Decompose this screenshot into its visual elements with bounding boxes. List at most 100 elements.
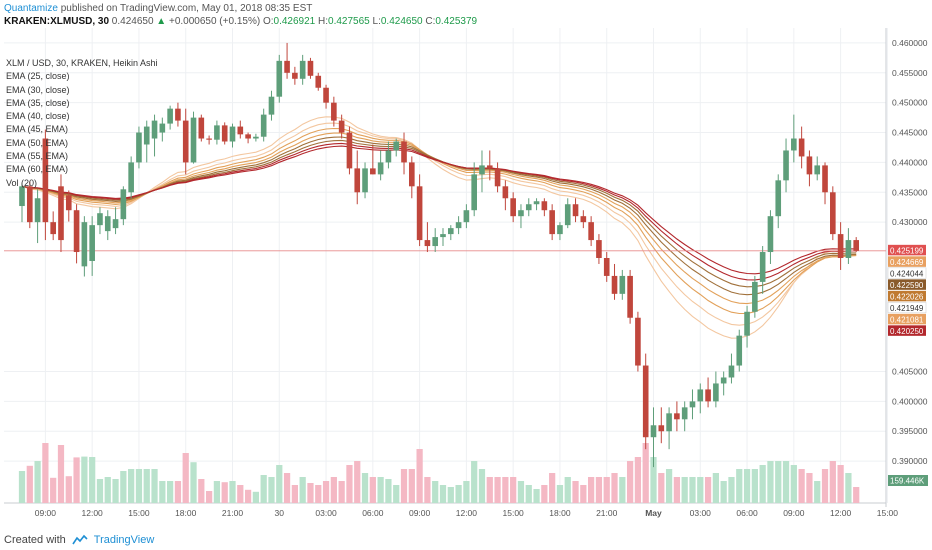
candle-body[interactable] bbox=[596, 240, 602, 258]
candle-body[interactable] bbox=[237, 126, 244, 135]
candle-body[interactable] bbox=[253, 136, 259, 139]
candle-body[interactable] bbox=[837, 234, 844, 258]
candle-body[interactable] bbox=[354, 168, 361, 193]
candle-body[interactable] bbox=[81, 222, 88, 267]
candle-body[interactable] bbox=[822, 165, 828, 193]
candle-body[interactable] bbox=[635, 317, 641, 366]
candle-body[interactable] bbox=[128, 162, 134, 193]
candle-body[interactable] bbox=[728, 365, 735, 378]
candle-body[interactable] bbox=[572, 204, 579, 217]
candle-body[interactable] bbox=[65, 195, 72, 211]
legend-ema-55[interactable]: EMA (55, EMA) bbox=[6, 151, 69, 162]
candle-body[interactable] bbox=[525, 204, 532, 211]
legend-ema-35[interactable]: EMA (35, close) bbox=[6, 97, 70, 108]
candle-body[interactable] bbox=[697, 389, 704, 402]
candle-body[interactable] bbox=[611, 275, 618, 294]
candle-body[interactable] bbox=[541, 201, 548, 211]
candle-body[interactable] bbox=[705, 389, 711, 402]
candle-body[interactable] bbox=[783, 150, 789, 181]
candle-body[interactable] bbox=[346, 132, 353, 169]
candle-body[interactable] bbox=[775, 180, 782, 217]
candle-body[interactable] bbox=[713, 383, 719, 402]
candle-body[interactable] bbox=[666, 413, 672, 432]
legend-series-title[interactable]: XLM / USD, 30, KRAKEN, Heikin Ashi bbox=[6, 58, 158, 68]
candle-body[interactable] bbox=[447, 228, 454, 235]
candle-body[interactable] bbox=[323, 87, 329, 103]
candle-body[interactable] bbox=[518, 210, 524, 217]
candle-body[interactable] bbox=[370, 168, 376, 175]
candle-body[interactable] bbox=[362, 168, 368, 193]
candle-body[interactable] bbox=[34, 198, 41, 223]
candle-body[interactable] bbox=[681, 407, 688, 420]
candle-body[interactable] bbox=[120, 189, 127, 220]
candle-body[interactable] bbox=[463, 210, 470, 223]
candle-body[interactable] bbox=[689, 401, 696, 408]
candle-body[interactable] bbox=[299, 60, 306, 79]
candle-body[interactable] bbox=[416, 186, 423, 241]
candle-body[interactable] bbox=[494, 168, 501, 187]
candle-body[interactable] bbox=[331, 102, 337, 121]
candle-body[interactable] bbox=[432, 237, 439, 247]
candle-body[interactable] bbox=[510, 198, 516, 217]
candle-body[interactable] bbox=[674, 413, 680, 420]
candle-body[interactable] bbox=[26, 186, 33, 223]
candle-body[interactable] bbox=[136, 132, 142, 163]
candlestick-chart[interactable]: 0.460000 0.455000 0.450000 0.445000 0.440000… bbox=[0, 28, 932, 520]
candle-body[interactable] bbox=[603, 258, 610, 276]
candle-body[interactable] bbox=[642, 365, 649, 438]
legend-ema-50[interactable]: EMA (50, EMA) bbox=[6, 137, 69, 148]
candle-body[interactable] bbox=[284, 60, 290, 73]
candle-body[interactable] bbox=[479, 165, 485, 175]
author-name[interactable]: Quantamize bbox=[4, 3, 58, 14]
candle-body[interactable] bbox=[658, 425, 665, 432]
candle-body[interactable] bbox=[806, 156, 813, 175]
candle-body[interactable] bbox=[767, 216, 774, 253]
candle-body[interactable] bbox=[229, 126, 236, 142]
candle-body[interactable] bbox=[440, 234, 446, 238]
candle-body[interactable] bbox=[159, 123, 166, 133]
tradingview-link[interactable]: TradingView bbox=[93, 534, 155, 546]
candle-body[interactable] bbox=[759, 252, 766, 282]
candle-body[interactable] bbox=[19, 186, 25, 207]
candle-body[interactable] bbox=[143, 126, 150, 145]
candle-body[interactable] bbox=[845, 240, 852, 258]
candle-body[interactable] bbox=[409, 162, 415, 187]
candle-body[interactable] bbox=[549, 210, 555, 235]
candle-body[interactable] bbox=[401, 141, 407, 163]
candle-body[interactable] bbox=[791, 138, 797, 151]
candle-body[interactable] bbox=[798, 138, 805, 157]
candle-body[interactable] bbox=[502, 186, 509, 199]
candle-body[interactable] bbox=[58, 186, 64, 241]
candle-body[interactable] bbox=[89, 225, 95, 261]
candle-body[interactable] bbox=[260, 114, 267, 137]
candle-body[interactable] bbox=[190, 117, 197, 163]
candle-body[interactable] bbox=[471, 174, 477, 211]
candle-body[interactable] bbox=[307, 60, 314, 76]
candle-body[interactable] bbox=[853, 240, 860, 251]
candle-body[interactable] bbox=[752, 281, 758, 312]
candle-body[interactable] bbox=[744, 311, 750, 336]
candle-body[interactable] bbox=[814, 165, 821, 175]
candle-body[interactable] bbox=[206, 138, 212, 140]
candle-body[interactable] bbox=[268, 96, 275, 115]
candle-body[interactable] bbox=[292, 72, 298, 79]
candle-body[interactable] bbox=[588, 222, 594, 241]
candle-body[interactable] bbox=[377, 162, 384, 175]
candle-body[interactable] bbox=[650, 425, 657, 438]
legend-ema-30[interactable]: EMA (30, close) bbox=[6, 84, 70, 95]
candle-body[interactable] bbox=[221, 125, 228, 142]
candle-body[interactable] bbox=[338, 120, 345, 133]
candle-body[interactable] bbox=[112, 219, 119, 229]
legend-ema-45[interactable]: EMA (45, EMA) bbox=[6, 124, 69, 135]
candle-body[interactable] bbox=[424, 240, 431, 247]
candle-body[interactable] bbox=[245, 134, 251, 139]
candle-body[interactable] bbox=[533, 201, 540, 205]
candle-body[interactable] bbox=[393, 141, 400, 151]
candle-body[interactable] bbox=[564, 204, 571, 226]
candle-body[interactable] bbox=[104, 216, 111, 232]
candle-body[interactable] bbox=[627, 275, 633, 318]
candle-body[interactable] bbox=[73, 210, 80, 253]
candle-body[interactable] bbox=[42, 138, 49, 223]
legend-ema-60[interactable]: EMA (60, EMA) bbox=[6, 164, 69, 175]
candle-body[interactable] bbox=[50, 222, 56, 235]
